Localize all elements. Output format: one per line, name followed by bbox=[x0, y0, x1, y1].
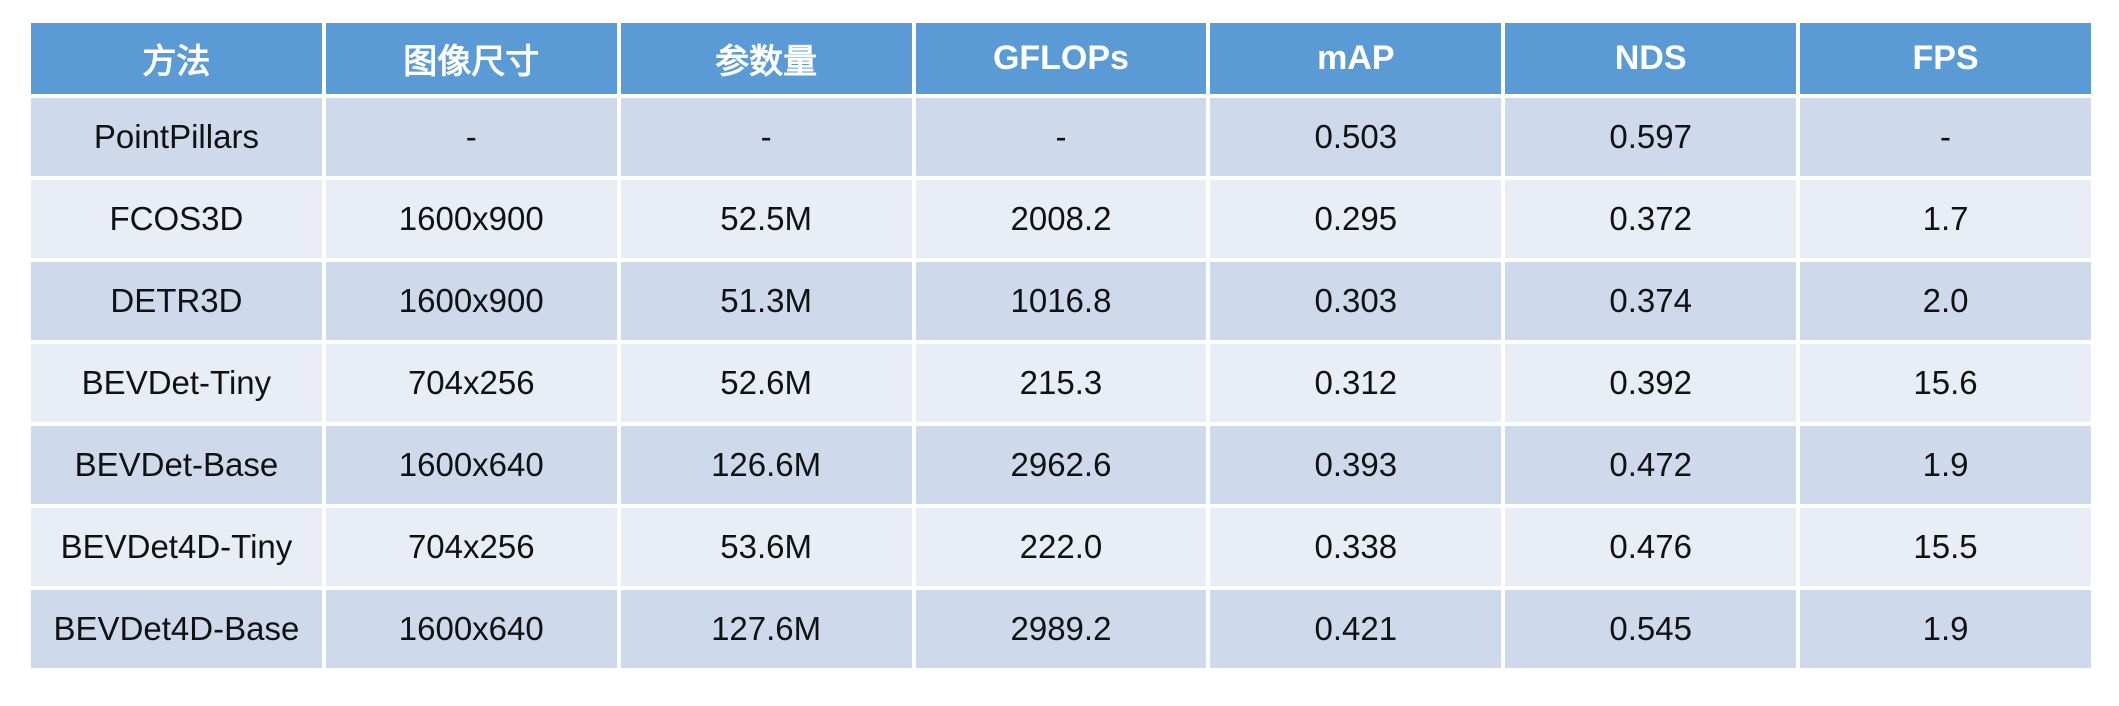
table-cell: 2008.2 bbox=[915, 180, 1207, 258]
table-cell: 0.472 bbox=[1505, 426, 1797, 504]
table-cell: 1600x900 bbox=[325, 262, 617, 340]
table-cell: PointPillars bbox=[31, 98, 322, 176]
table-cell: 0.421 bbox=[1210, 590, 1502, 668]
table-cell: BEVDet4D-Base bbox=[31, 590, 322, 668]
table-cell: FCOS3D bbox=[31, 180, 322, 258]
column-header-params: 参数量 bbox=[620, 23, 912, 94]
table-cell: 2989.2 bbox=[915, 590, 1207, 668]
comparison-table-container: 方法 图像尺寸 参数量 GFLOPs mAP NDS FPS PointPill… bbox=[27, 19, 2095, 672]
table-cell: 1600x640 bbox=[325, 590, 617, 668]
table-cell: 2.0 bbox=[1800, 262, 2091, 340]
table-cell: 0.303 bbox=[1210, 262, 1502, 340]
column-header-method: 方法 bbox=[31, 23, 322, 94]
table-cell: 0.338 bbox=[1210, 508, 1502, 586]
table-row: DETR3D 1600x900 51.3M 1016.8 0.303 0.374… bbox=[31, 262, 2091, 340]
table-row: PointPillars - - - 0.503 0.597 - bbox=[31, 98, 2091, 176]
table-cell: 704x256 bbox=[325, 508, 617, 586]
column-header-map: mAP bbox=[1210, 23, 1502, 94]
table-cell: 0.393 bbox=[1210, 426, 1502, 504]
table-cell: 126.6M bbox=[620, 426, 912, 504]
table-cell: 0.503 bbox=[1210, 98, 1502, 176]
table-cell: 1600x640 bbox=[325, 426, 617, 504]
table-cell: BEVDet-Base bbox=[31, 426, 322, 504]
table-cell: - bbox=[325, 98, 617, 176]
table-cell: BEVDet4D-Tiny bbox=[31, 508, 322, 586]
table-cell: 53.6M bbox=[620, 508, 912, 586]
table-row: BEVDet-Tiny 704x256 52.6M 215.3 0.312 0.… bbox=[31, 344, 2091, 422]
table-cell: 51.3M bbox=[620, 262, 912, 340]
column-header-gflops: GFLOPs bbox=[915, 23, 1207, 94]
table-row: BEVDet-Base 1600x640 126.6M 2962.6 0.393… bbox=[31, 426, 2091, 504]
table-cell: 0.295 bbox=[1210, 180, 1502, 258]
table-header-row: 方法 图像尺寸 参数量 GFLOPs mAP NDS FPS bbox=[31, 23, 2091, 94]
table-cell: 704x256 bbox=[325, 344, 617, 422]
table-row: FCOS3D 1600x900 52.5M 2008.2 0.295 0.372… bbox=[31, 180, 2091, 258]
table-cell: 1.9 bbox=[1800, 590, 2091, 668]
table-cell: 0.374 bbox=[1505, 262, 1797, 340]
table-cell: 1.9 bbox=[1800, 426, 2091, 504]
table-cell: 52.5M bbox=[620, 180, 912, 258]
table-cell: BEVDet-Tiny bbox=[31, 344, 322, 422]
table-cell: - bbox=[1800, 98, 2091, 176]
table-cell: 0.372 bbox=[1505, 180, 1797, 258]
table-cell: 0.476 bbox=[1505, 508, 1797, 586]
table-cell: 2962.6 bbox=[915, 426, 1207, 504]
table-row: BEVDet4D-Base 1600x640 127.6M 2989.2 0.4… bbox=[31, 590, 2091, 668]
table-cell: 0.545 bbox=[1505, 590, 1797, 668]
table-cell: - bbox=[915, 98, 1207, 176]
table-cell: 1.7 bbox=[1800, 180, 2091, 258]
table-cell: 0.312 bbox=[1210, 344, 1502, 422]
column-header-nds: NDS bbox=[1505, 23, 1797, 94]
table-cell: 215.3 bbox=[915, 344, 1207, 422]
column-header-image-size: 图像尺寸 bbox=[325, 23, 617, 94]
table-cell: 127.6M bbox=[620, 590, 912, 668]
table-cell: 0.392 bbox=[1505, 344, 1797, 422]
table-cell: 15.6 bbox=[1800, 344, 2091, 422]
table-cell: 0.597 bbox=[1505, 98, 1797, 176]
table-cell: 15.5 bbox=[1800, 508, 2091, 586]
table-cell: DETR3D bbox=[31, 262, 322, 340]
table-cell: 1600x900 bbox=[325, 180, 617, 258]
table-cell: - bbox=[620, 98, 912, 176]
table-cell: 52.6M bbox=[620, 344, 912, 422]
comparison-table: 方法 图像尺寸 参数量 GFLOPs mAP NDS FPS PointPill… bbox=[27, 19, 2095, 672]
table-row: BEVDet4D-Tiny 704x256 53.6M 222.0 0.338 … bbox=[31, 508, 2091, 586]
table-cell: 222.0 bbox=[915, 508, 1207, 586]
table-cell: 1016.8 bbox=[915, 262, 1207, 340]
column-header-fps: FPS bbox=[1800, 23, 2091, 94]
